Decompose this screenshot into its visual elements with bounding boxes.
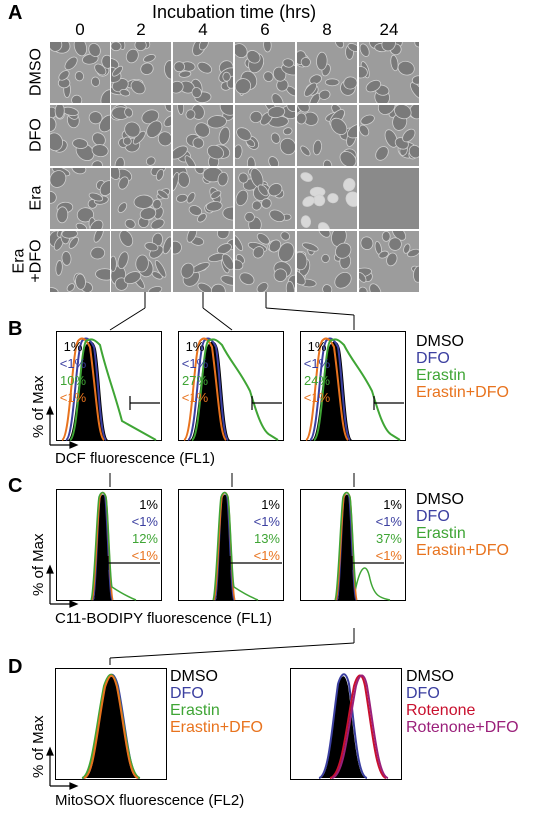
micrograph-tile	[297, 168, 357, 229]
percent-label-dfo: <1%	[303, 356, 331, 371]
legend-erastin-dfo: Erastin+DFO	[416, 542, 509, 559]
percent-label-dfo: <1%	[59, 356, 87, 371]
micrograph-tile	[50, 231, 110, 292]
percent-label-erastin-dfo: <1%	[375, 548, 402, 563]
micrograph-tile	[297, 231, 357, 292]
micrograph-tile	[173, 168, 233, 229]
legend-dmso: DMSO	[170, 668, 218, 685]
percent-label-erastin: 13%	[253, 531, 280, 546]
micrograph-tile	[297, 105, 357, 166]
percent-label-dmso: 1%	[185, 339, 205, 354]
percent-label-dfo: <1%	[253, 514, 280, 529]
percent-label-dmso: 1%	[63, 339, 83, 354]
legend-erastin: Erastin	[170, 702, 220, 719]
percent-label-dmso: 1%	[139, 497, 158, 512]
panel-b-legend: DMSO DFO Erastin Erastin+DFO	[416, 333, 509, 401]
time-point-label: 4	[198, 20, 208, 39]
panelb-histogram	[300, 331, 406, 441]
percent-label-erastin: 24%	[303, 373, 331, 388]
micrograph-tile	[111, 42, 171, 103]
percent-label-dfo: <1%	[375, 514, 402, 529]
percent-label-erastin: 10%	[59, 373, 87, 388]
panel-b-xlabel: DCF fluorescence (FL1)	[55, 450, 216, 467]
percent-label-dmso: 1%	[383, 497, 402, 512]
legend-rotenone-dfo: Rotenone+DFO	[406, 719, 519, 736]
percent-label-erastin-dfo: <1%	[59, 390, 87, 405]
micrograph-tile	[235, 105, 295, 166]
panelb-histogram	[178, 331, 284, 441]
panel-d-letter: D	[8, 656, 23, 678]
time-point-label: 2	[136, 20, 146, 39]
legend-dmso: DMSO	[416, 333, 464, 350]
time-point-label: 0	[75, 20, 85, 39]
percent-label-erastin-dfo: <1%	[253, 548, 280, 563]
panelc-histogram	[56, 489, 162, 601]
panelc-histogram	[300, 489, 406, 601]
panel-a-letter: A	[8, 2, 23, 24]
time-point-label: 6	[260, 20, 270, 39]
percent-label-erastin-dfo: <1%	[131, 548, 158, 563]
percent-label-erastin: 37%	[375, 531, 402, 546]
micrograph-tile	[235, 231, 295, 292]
percent-label-erastin-dfo: <1%	[303, 390, 331, 405]
panelc-histogram	[178, 489, 284, 601]
panel-b-letter: B	[8, 318, 23, 340]
micrograph-tile	[359, 42, 419, 103]
micrograph-tile	[173, 105, 233, 166]
micrograph-tile	[359, 231, 419, 292]
legend-dfo: DFO	[170, 685, 204, 702]
micrograph-tile	[50, 42, 110, 103]
micrograph-tile	[235, 168, 295, 229]
panel-d-histogram-right	[290, 668, 402, 780]
percent-label-dfo: <1%	[181, 356, 209, 371]
percent-label-dmso: 1%	[261, 497, 280, 512]
legend-erastin-dfo: Erastin+DFO	[416, 384, 509, 401]
percent-label-erastin-dfo: <1%	[181, 390, 209, 405]
legend-dmso: DMSO	[406, 668, 454, 685]
micrograph-tile	[173, 42, 233, 103]
panel-d-xlabel: MitoSOX fluorescence (FL2)	[55, 792, 245, 809]
legend-dmso: DMSO	[416, 491, 464, 508]
micrograph-tile	[111, 231, 171, 292]
panel-d-histogram-left	[55, 668, 167, 780]
legend-erastin: Erastin	[416, 367, 466, 384]
micrograph-tile	[235, 42, 295, 103]
legend-dfo: DFO	[416, 508, 450, 525]
micrograph-tile	[50, 168, 110, 229]
percent-label-dmso: 1%	[307, 339, 327, 354]
panel-d-legend-right: DMSO DFO Rotenone Rotenone+DFO	[406, 668, 519, 736]
panel-c-xlabel: C11-BODIPY fluorescence (FL1)	[55, 610, 273, 627]
micrograph-tile	[173, 231, 233, 292]
micrograph-tile	[111, 168, 171, 229]
legend-dfo: DFO	[406, 685, 440, 702]
micrograph-tile	[50, 105, 110, 166]
percent-label-erastin: 12%	[131, 531, 158, 546]
micrograph-tile	[111, 105, 171, 166]
percent-label-erastin: 27%	[181, 373, 209, 388]
time-point-label: 8	[322, 20, 332, 39]
panel-c-legend: DMSO DFO Erastin Erastin+DFO	[416, 491, 509, 559]
panel-d-legend-left: DMSO DFO Erastin Erastin+DFO	[170, 668, 263, 736]
percent-label-dfo: <1%	[131, 514, 158, 529]
panel-a-header: Incubation time (hrs)	[152, 2, 317, 22]
legend-erastin: Erastin	[416, 525, 466, 542]
micrograph-tile	[359, 105, 419, 166]
micrograph-tile	[297, 42, 357, 103]
time-point-label: 24	[379, 20, 399, 39]
legend-erastin-dfo: Erastin+DFO	[170, 719, 263, 736]
panelb-histogram	[56, 331, 162, 441]
legend-dfo: DFO	[416, 350, 450, 367]
panel-c-letter: C	[8, 475, 23, 497]
legend-rotenone: Rotenone	[406, 702, 476, 719]
micrograph-tile	[359, 168, 419, 229]
